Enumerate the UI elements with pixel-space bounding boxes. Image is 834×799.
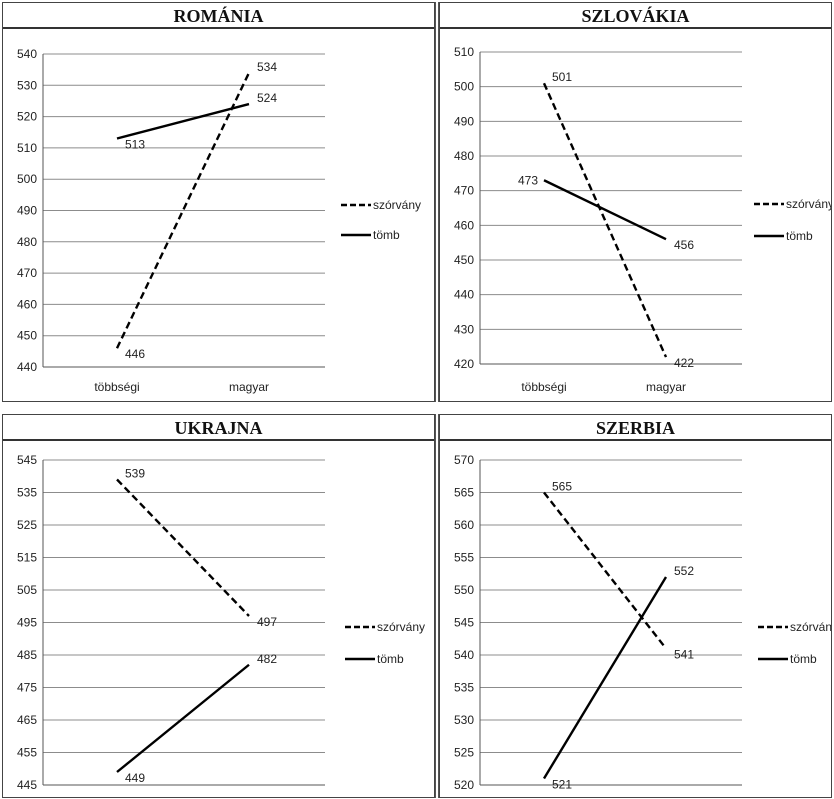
y-tick-label: 445 (17, 778, 37, 792)
data-label: 541 (674, 648, 694, 662)
y-tick-label: 460 (454, 218, 474, 232)
y-tick-label: 455 (17, 746, 37, 760)
chart-title: ROMÁNIA (3, 3, 434, 29)
series-line-tömb (116, 102, 250, 140)
y-tick-label: 500 (454, 80, 474, 94)
data-label: 521 (552, 778, 572, 792)
y-tick-label: 530 (17, 78, 37, 92)
y-tick-label: 440 (17, 360, 37, 374)
data-label: 482 (257, 652, 277, 666)
y-tick-label: 470 (17, 266, 37, 280)
data-label: 513 (125, 138, 145, 152)
series-line-tömb (543, 179, 667, 241)
data-label: 446 (125, 347, 145, 361)
data-label: 501 (552, 70, 572, 84)
data-label: 497 (257, 615, 277, 629)
legend-label: tömb (377, 652, 404, 666)
y-tick-label: 460 (17, 297, 37, 311)
data-label: 524 (257, 91, 277, 105)
data-label: 552 (674, 564, 694, 578)
y-tick-label: 490 (17, 204, 37, 218)
y-tick-label: 490 (454, 114, 474, 128)
y-tick-label: 555 (454, 551, 474, 565)
legend-label: tömb (786, 229, 813, 243)
y-tick-label: 535 (454, 681, 474, 695)
legend-label: tömb (790, 652, 817, 666)
x-tick-label: többségi (94, 380, 139, 394)
series-line-tömb (116, 663, 250, 773)
y-tick-label: 485 (17, 648, 37, 662)
y-tick-label: 470 (454, 184, 474, 198)
chart-title: SZERBIA (440, 415, 831, 441)
x-tick-label: többségi (521, 380, 566, 394)
y-tick-label: 545 (17, 453, 37, 467)
series-line-tömb (542, 576, 668, 780)
y-tick-label: 495 (17, 616, 37, 630)
y-tick-label: 510 (17, 141, 37, 155)
y-tick-label: 480 (17, 235, 37, 249)
chart-panel-szlovakia: SZLOVÁKIA 420 430 440 450 460 470 480 490 500 510… (439, 2, 832, 402)
y-tick-label: 500 (17, 172, 37, 186)
y-tick-label: 450 (17, 329, 37, 343)
chart-romania: 440 450 460 470 480 490 500 510 520 530 540 többség… (17, 47, 421, 394)
legend-label: szórvány (373, 198, 421, 212)
x-tick-label: magyar (229, 380, 269, 394)
y-tick-label: 550 (454, 583, 474, 597)
chart-title: SZLOVÁKIA (440, 3, 831, 29)
data-label: 449 (125, 771, 145, 785)
chart-panel-szerbia: SZERBIA 520 525 530 535 540 545 550 555 560 565 57… (439, 414, 832, 798)
y-tick-label: 545 (454, 616, 474, 630)
chart-szerbia: 520525530535540545550555560565570többség… (454, 453, 831, 792)
y-tick-label: 520 (17, 110, 37, 124)
series-line-szórvány (543, 491, 667, 650)
panel-divider-bottom (435, 414, 439, 798)
y-tick-label: 570 (454, 453, 474, 467)
y-tick-label: 465 (17, 713, 37, 727)
chart-panel-romania: ROMÁNIA 440 450 460 470 480 490 500 510 520 530 54… (2, 2, 435, 402)
data-label: 534 (257, 60, 277, 74)
x-tick-label: magyar (646, 380, 686, 394)
y-tick-label: 440 (454, 288, 474, 302)
y-tick-label: 525 (17, 518, 37, 532)
data-label: 422 (674, 356, 694, 370)
series-line-szórvány (116, 478, 250, 617)
y-tick-label: 565 (454, 486, 474, 500)
y-tick-label: 560 (454, 518, 474, 532)
data-label: 473 (518, 173, 538, 187)
y-tick-label: 475 (17, 681, 37, 695)
chart-szlovakia: 420 430 440 450 460 470 480 490 500 510 többségi ma… (454, 45, 831, 394)
chart-title: UKRAJNA (3, 415, 434, 441)
legend-label: tömb (373, 228, 400, 242)
legend-label: szórvány (790, 620, 831, 634)
y-tick-label: 430 (454, 322, 474, 336)
y-tick-label: 525 (454, 746, 474, 760)
y-tick-label: 480 (454, 149, 474, 163)
series-line-szórvány (115, 72, 251, 349)
y-tick-label: 535 (17, 486, 37, 500)
y-tick-label: 510 (454, 45, 474, 59)
y-tick-label: 520 (454, 778, 474, 792)
y-tick-label: 505 (17, 583, 37, 597)
y-tick-label: 540 (454, 648, 474, 662)
legend-label: szórvány (786, 197, 831, 211)
y-tick-label: 515 (17, 551, 37, 565)
legend-label: szórvány (377, 620, 425, 634)
chart-ukrajna: 445455465475485495505515525535545többség… (17, 453, 425, 792)
chart-panel-ukrajna: UKRAJNA 445 455 465 475 485 495 505 515 525 535 54… (2, 414, 435, 798)
panel-divider-top (435, 2, 439, 402)
data-label: 565 (552, 480, 572, 494)
data-label: 539 (125, 467, 145, 481)
data-label: 456 (674, 238, 694, 252)
y-tick-label: 530 (454, 713, 474, 727)
y-tick-label: 450 (454, 253, 474, 267)
series-line-szórvány (542, 82, 668, 358)
y-tick-label: 420 (454, 357, 474, 371)
y-tick-label: 540 (17, 47, 37, 61)
